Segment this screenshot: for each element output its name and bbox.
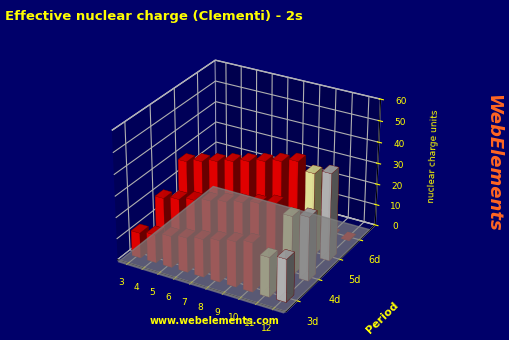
Text: www.webelements.com: www.webelements.com bbox=[149, 317, 278, 326]
Text: WebElements: WebElements bbox=[484, 94, 501, 232]
Text: Effective nuclear charge (Clementi) - 2s: Effective nuclear charge (Clementi) - 2s bbox=[5, 10, 302, 23]
Y-axis label: Period: Period bbox=[364, 300, 400, 336]
